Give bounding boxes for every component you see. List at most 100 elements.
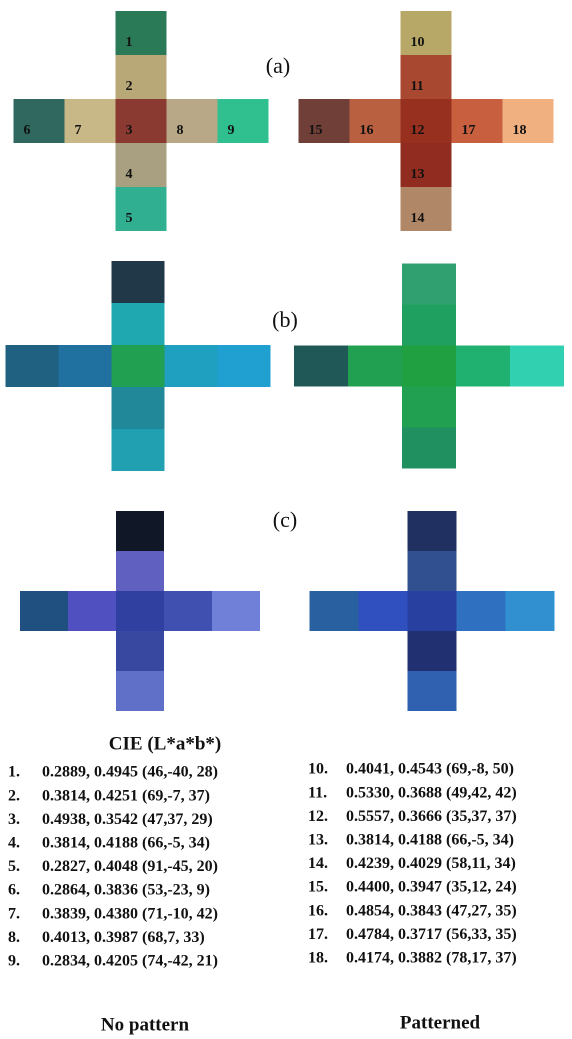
tile <box>65 99 116 143</box>
tile <box>116 143 167 187</box>
entry-value: 0.4938, 0.3542 (47,37, 29) <box>42 811 213 828</box>
entry-value: 0.5330, 0.3688 (49,42, 42) <box>346 784 517 801</box>
tile <box>59 345 112 387</box>
tile <box>456 346 510 387</box>
entry-value: 0.4174, 0.3882 (78,17, 37) <box>346 949 517 966</box>
tile <box>408 551 457 591</box>
tile <box>510 346 564 387</box>
tile <box>6 345 59 387</box>
tile <box>506 591 555 631</box>
tile <box>402 428 456 469</box>
tile <box>359 591 408 631</box>
tile <box>452 99 503 143</box>
tile-number: 1 <box>126 35 133 50</box>
figure: CIE (L*a*b*) No pattern Patterned 12 3 4 5 6… <box>0 0 572 1039</box>
entry-value: 0.4784, 0.3717 (56,33, 35) <box>346 926 517 943</box>
tile-number: 18 <box>513 123 527 138</box>
tile <box>116 551 164 591</box>
tile <box>116 55 167 99</box>
tile <box>116 11 167 55</box>
entry-number: 7. <box>8 905 20 922</box>
entry-number: 6. <box>8 882 20 899</box>
entry-number: 14. <box>308 855 328 872</box>
tile <box>116 187 167 231</box>
entry-number: 4. <box>8 834 20 851</box>
tile <box>112 261 165 303</box>
tile <box>212 591 260 631</box>
tile-number: 6 <box>24 123 31 138</box>
entry-value: 0.5557, 0.3666 (35,37, 37) <box>346 808 517 825</box>
entry-value: 0.4041, 0.4543 (69,-8, 50) <box>346 761 514 778</box>
tile <box>408 511 457 551</box>
tile <box>401 55 452 99</box>
tile <box>408 591 457 631</box>
tile <box>116 671 164 711</box>
tile <box>402 264 456 305</box>
entry-number: 16. <box>308 902 328 919</box>
entry-number: 17. <box>308 926 328 943</box>
entry-value: 0.2864, 0.3836 (53,-23, 9) <box>42 882 210 899</box>
tile <box>402 387 456 428</box>
tile <box>408 671 457 711</box>
tile <box>164 591 212 631</box>
entry-number: 10. <box>308 761 328 778</box>
table-title: CIE (L*a*b*) <box>109 733 221 754</box>
tile <box>294 346 348 387</box>
tile <box>401 143 452 187</box>
tile <box>310 591 359 631</box>
tile <box>401 187 452 231</box>
entry-number: 11. <box>308 784 327 801</box>
tile <box>408 631 457 671</box>
entry-number: 12. <box>308 808 328 825</box>
tile-number: 14 <box>411 211 425 226</box>
entry-value: 0.2827, 0.4048 (91,-45, 20) <box>42 858 218 875</box>
entry-value: 0.3814, 0.4188 (66,-5, 34) <box>42 834 210 851</box>
tile <box>68 591 116 631</box>
tile <box>402 346 456 387</box>
entry-value: 0.4400, 0.3947 (35,12, 24) <box>346 879 517 896</box>
entry-number: 15. <box>308 879 328 896</box>
tile-number: 9 <box>228 123 235 138</box>
tile-number: 3 <box>126 123 133 138</box>
tile <box>167 99 218 143</box>
tile-number: 4 <box>126 167 133 182</box>
entry-value: 0.2889, 0.4945 (46,-40, 28) <box>42 764 218 781</box>
entry-value: 0.4854, 0.3843 (47,27, 35) <box>346 902 517 919</box>
column-label: No pattern <box>101 1014 190 1035</box>
tile <box>218 99 269 143</box>
tile <box>14 99 65 143</box>
tile-number: 7 <box>75 123 82 138</box>
tile-number: 10 <box>411 35 425 50</box>
tile-number: 5 <box>126 211 133 226</box>
entry-value: 0.3814, 0.4251 (69,-7, 37) <box>42 787 210 804</box>
tile-number: 12 <box>411 123 425 138</box>
entry-number: 3. <box>8 811 20 828</box>
column-label: Patterned <box>400 1012 481 1033</box>
panel-label: (c) <box>273 507 297 532</box>
tile <box>20 591 68 631</box>
panel-label: (b) <box>272 307 298 332</box>
entry-value: 0.3814, 0.4188 (66,-5, 34) <box>346 831 514 848</box>
tile <box>350 99 401 143</box>
tile-number: 16 <box>360 123 374 138</box>
entry-number: 18. <box>308 949 328 966</box>
tile <box>299 99 350 143</box>
tile <box>401 11 452 55</box>
tile <box>348 346 402 387</box>
tile <box>503 99 554 143</box>
entry-number: 9. <box>8 952 20 969</box>
tile-number: 8 <box>177 123 184 138</box>
tile-number: 11 <box>411 79 424 94</box>
entry-number: 2. <box>8 787 20 804</box>
tile-number: 15 <box>309 123 323 138</box>
tile <box>112 345 165 387</box>
entry-number: 13. <box>308 831 328 848</box>
tile-number: 17 <box>462 123 476 138</box>
entry-number: 8. <box>8 929 20 946</box>
tile <box>218 345 271 387</box>
tile <box>112 387 165 429</box>
tile <box>457 591 506 631</box>
entry-value: 0.4013, 0.3987 (68,7, 33) <box>42 929 205 946</box>
tile <box>116 591 164 631</box>
entry-number: 5. <box>8 858 20 875</box>
